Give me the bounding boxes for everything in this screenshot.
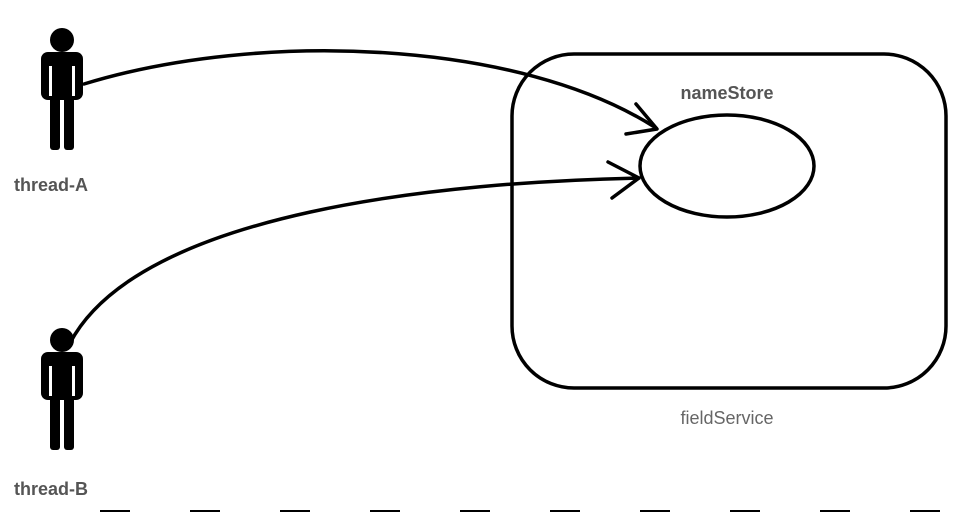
- actor-thread-b: thread-B: [14, 328, 88, 499]
- store: nameStore: [638, 83, 816, 219]
- thread-b-person-icon: [41, 328, 83, 450]
- arrow-a-line: [82, 49, 658, 130]
- thread-a-label: thread-A: [14, 175, 88, 195]
- service-container: fieldService: [510, 52, 948, 428]
- thread-b-label: thread-B: [14, 479, 88, 499]
- store-ellipse: [638, 113, 816, 219]
- store-label: nameStore: [680, 83, 773, 103]
- service-box: [510, 52, 948, 390]
- arrow-b-line: [68, 176, 641, 345]
- thread-a-person-icon: [41, 28, 83, 150]
- arrow-b-head: [606, 160, 641, 200]
- service-label: fieldService: [680, 408, 773, 428]
- actor-thread-a: thread-A: [14, 28, 88, 195]
- arrow-a-head: [624, 102, 659, 136]
- arrow-thread-b-to-store: [68, 160, 641, 345]
- arrow-thread-a-to-store: [82, 49, 659, 136]
